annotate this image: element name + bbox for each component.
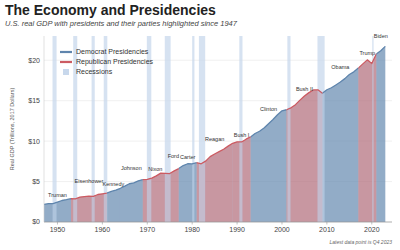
y-axis-label: Real GDP (Trillions, 2017 Dollars) <box>9 88 15 171</box>
presidency-fill <box>358 36 376 222</box>
recession-band <box>199 36 205 222</box>
recession-band <box>239 36 242 222</box>
president-label: Carter <box>180 154 195 160</box>
x-tick <box>326 222 327 225</box>
x-tick <box>281 222 282 225</box>
x-tick <box>102 222 103 225</box>
x-tick <box>147 222 148 225</box>
grid-line <box>44 222 392 223</box>
plot-area <box>44 36 392 222</box>
recession-overlay-band <box>199 36 205 222</box>
president-label: Trump <box>359 50 375 56</box>
recession-overlay-band <box>372 36 373 222</box>
y-tick-label: $20 <box>28 57 40 64</box>
recession-overlay-band <box>287 36 290 222</box>
subtitle: U.S. real GDP with presidents and their … <box>5 19 238 28</box>
recession-overlay-band <box>239 36 242 222</box>
x-axis-line <box>44 222 392 223</box>
title: The Economy and Presidencies <box>5 2 216 18</box>
y-tick-label: $10 <box>28 138 40 145</box>
party-line-group <box>44 46 385 204</box>
recession-overlay-band <box>165 36 171 222</box>
president-label: Bush II <box>296 86 314 92</box>
legend-label: Recessions <box>76 68 113 75</box>
x-tick-label: 1970 <box>139 226 155 233</box>
presidency-fill <box>251 36 287 222</box>
president-label: Ford <box>168 153 179 159</box>
legend-swatch <box>60 61 72 63</box>
president-label: Truman <box>48 192 67 198</box>
y-tick-label: $5 <box>32 178 40 185</box>
presidency-fill <box>286 36 322 222</box>
president-label: Johnson <box>121 165 142 171</box>
chart: 1950 1960 1970 1980 1990 2000 2010 2020 $0 $5 $10 $… <box>0 0 400 250</box>
president-label: Obama <box>331 64 350 70</box>
presidency-fill <box>322 36 358 222</box>
presidency-fill <box>179 36 197 222</box>
president-label: Nixon <box>148 166 162 172</box>
y-axis-line <box>44 36 45 222</box>
president-label: Clinton <box>260 106 277 112</box>
recession-band <box>372 36 373 222</box>
legend-label: Republican Presidencies <box>76 58 154 66</box>
president-label: Biden <box>374 33 388 39</box>
x-tick <box>192 222 193 225</box>
president-label: Eisenhower <box>75 178 104 184</box>
x-tick <box>57 222 58 225</box>
presidency-fill <box>197 36 233 222</box>
y-tick-label: $0 <box>32 218 40 225</box>
presidency-fill <box>376 36 392 222</box>
legend-swatch <box>63 69 69 75</box>
presidency-fill <box>233 36 251 222</box>
x-tick <box>237 222 238 225</box>
note: Latest data point is Q4 2023 <box>329 239 392 245</box>
gdp-line <box>44 46 385 204</box>
recession-band <box>317 36 324 222</box>
x-tick-label: 1950 <box>50 226 66 233</box>
gdp-line <box>44 46 385 204</box>
recession-band <box>165 36 171 222</box>
recession-overlay-band <box>192 36 194 222</box>
party-line-group <box>44 46 385 204</box>
x-tick <box>371 222 372 225</box>
term-fills <box>44 36 392 222</box>
x-tick-label: 1990 <box>229 226 245 233</box>
recession-band <box>287 36 290 222</box>
y-tick-label: $15 <box>28 97 40 104</box>
recession-overlay-band <box>317 36 324 222</box>
president-label: Kennedy <box>103 181 125 187</box>
legend-swatch <box>60 51 72 53</box>
recession-band <box>192 36 194 222</box>
x-tick-label: 2020 <box>364 226 380 233</box>
x-tick-label: 1960 <box>95 226 111 233</box>
x-tick-label: 2010 <box>319 226 335 233</box>
x-tick-label: 2000 <box>274 226 290 233</box>
x-tick-label: 1980 <box>184 226 200 233</box>
presidency-fill <box>44 36 71 222</box>
president-label: Bush I <box>234 132 250 138</box>
president-label: Reagan <box>205 136 224 142</box>
legend-label: Democrat Presidencies <box>76 48 149 55</box>
